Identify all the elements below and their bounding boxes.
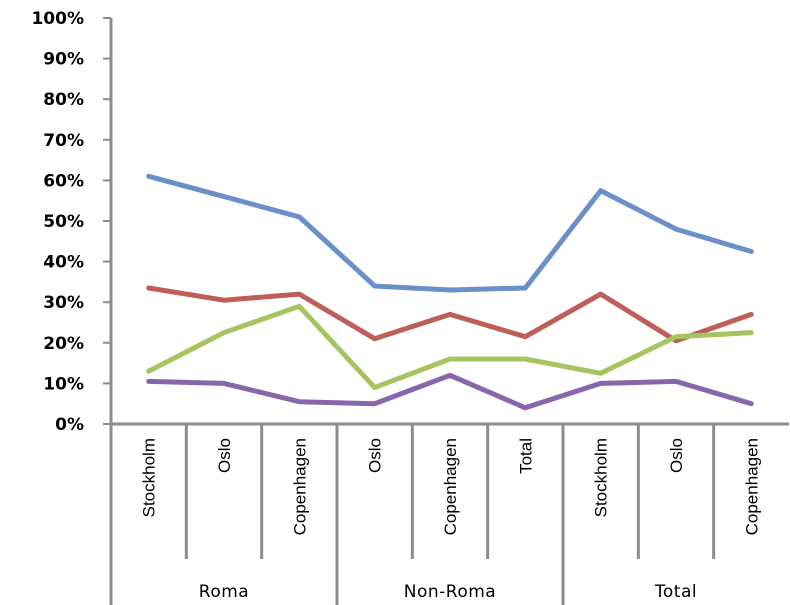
x-tick-label: Copenhagen	[441, 438, 460, 535]
chart-axes	[109, 18, 789, 605]
x-tick-label: Oslo	[215, 438, 234, 473]
y-tick-label: 20%	[43, 334, 84, 354]
series-line	[146, 372, 754, 411]
y-tick-label: 10%	[43, 374, 84, 394]
series-line	[146, 173, 754, 293]
x-tick-label: Oslo	[667, 438, 686, 473]
x-tick-label: Stockholm	[140, 438, 159, 517]
x-tick-label: Stockholm	[592, 438, 611, 517]
group-label: Total	[654, 582, 697, 602]
y-tick-label: 0%	[55, 415, 84, 435]
group-label: Non-Roma	[404, 582, 496, 602]
group-label: Roma	[199, 582, 249, 602]
y-axis-ticks: 0% 10% 20% 30% 40% 50% 60% 70% 80% 90% 100%	[31, 9, 111, 435]
x-tick-label: Oslo	[366, 438, 385, 473]
y-tick-label: 100%	[31, 9, 84, 29]
y-tick-label: 30%	[43, 293, 84, 313]
x-tick-label: Copenhagen	[290, 438, 309, 535]
y-tick-label: 90%	[43, 50, 84, 70]
series-lines	[146, 173, 754, 411]
y-tick-label: 60%	[43, 171, 84, 191]
x-axis-ticks: Stockholm Oslo Copenhagen Oslo Copenhagen Tot…	[140, 424, 761, 605]
y-tick-label: 40%	[43, 253, 84, 273]
x-tick-label: Copenhagen	[742, 438, 761, 535]
x-axis-groups: Roma Non-Roma Total	[199, 582, 697, 602]
x-tick-label: Total	[516, 438, 535, 474]
y-tick-label: 70%	[43, 131, 84, 151]
y-tick-label: 50%	[43, 212, 84, 232]
y-tick-label: 80%	[43, 90, 84, 110]
